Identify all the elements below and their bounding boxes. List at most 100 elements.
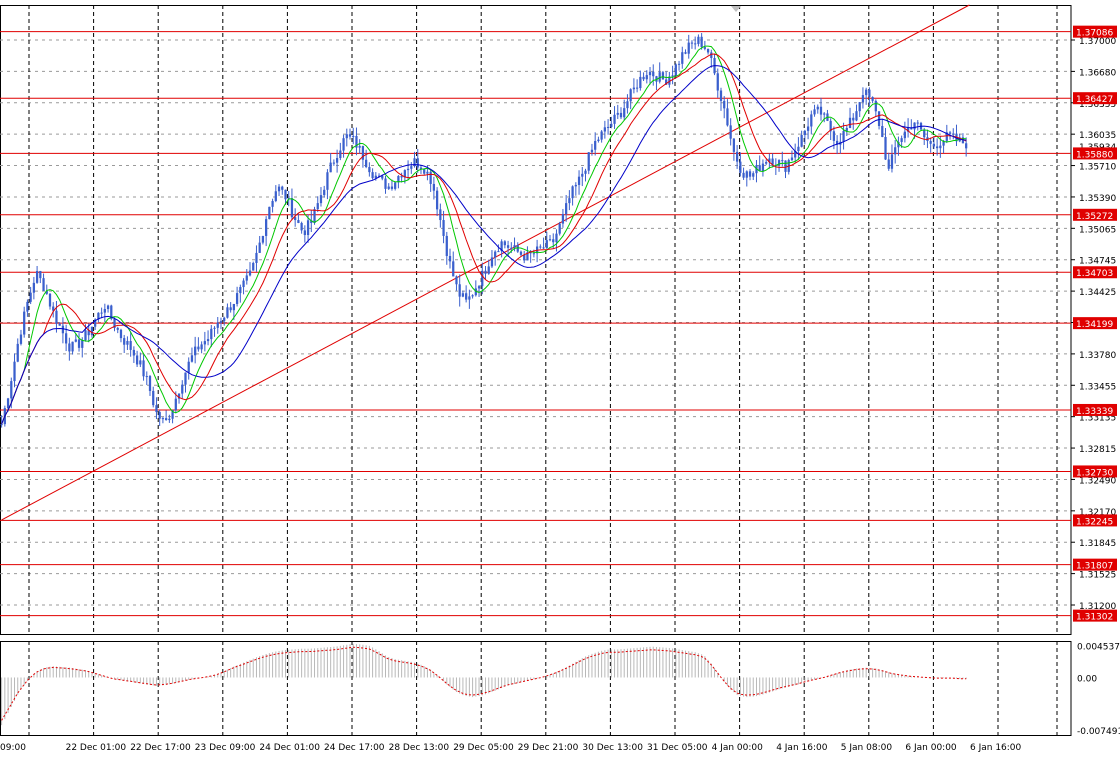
candle-body	[726, 108, 729, 126]
price-tick-label: 1.32490	[1079, 476, 1116, 486]
candle-body	[232, 303, 236, 311]
level-label: 1.31807	[1076, 562, 1113, 572]
price-tick-label: 1.35390	[1079, 194, 1116, 204]
level-label-box	[1073, 609, 1117, 622]
candle-body	[435, 190, 439, 210]
level-label: 1.34703	[1076, 269, 1113, 279]
candle-body	[752, 173, 755, 177]
candle-body	[323, 189, 326, 196]
candle-body	[513, 245, 516, 248]
candle-body	[929, 141, 932, 144]
candle-body	[381, 175, 384, 179]
candle-body	[368, 167, 371, 173]
candle-body	[497, 251, 500, 253]
candle-body	[797, 146, 800, 152]
candle-body	[468, 296, 471, 300]
candle-body	[294, 217, 297, 221]
candle-body	[94, 319, 97, 327]
level-label: 1.32245	[1076, 517, 1113, 527]
candle-body	[35, 270, 39, 283]
candle-body	[352, 135, 355, 137]
candle-body	[174, 398, 177, 411]
candle-body	[329, 162, 332, 173]
shift-marker-icon	[731, 6, 741, 12]
candle-body	[155, 405, 158, 413]
candle-body	[719, 90, 723, 101]
candle-body	[700, 36, 703, 48]
candle-body	[384, 178, 387, 189]
candle-body	[358, 146, 361, 148]
candle-body	[284, 189, 287, 200]
candle-body	[816, 106, 819, 110]
candles-layer	[0, 33, 968, 428]
candle-body	[545, 240, 548, 249]
price-tick-label: 1.36680	[1079, 68, 1116, 78]
candle-body	[635, 87, 639, 89]
candle-body	[571, 186, 574, 199]
candle-body	[116, 327, 119, 330]
candle-body	[300, 222, 303, 231]
candle-body	[58, 323, 61, 326]
candle-body	[645, 75, 648, 80]
candle-body	[390, 186, 394, 189]
price-tick-label: 1.33780	[1079, 351, 1116, 361]
candle-body	[519, 251, 523, 255]
level-label-box	[1073, 514, 1117, 527]
candle-body	[510, 247, 513, 249]
candle-body	[603, 127, 606, 132]
candle-body	[735, 151, 739, 162]
candle-body	[665, 79, 668, 85]
level-label-box	[1073, 403, 1117, 416]
candle-body	[684, 52, 687, 54]
candle-body	[106, 305, 110, 310]
candle-body	[481, 270, 484, 287]
level-label-box	[1073, 317, 1117, 330]
candle-body	[965, 143, 968, 149]
candle-body	[123, 338, 126, 345]
candle-body	[239, 287, 242, 294]
candle-body	[371, 172, 374, 179]
moving-averages-layer	[1, 45, 967, 425]
time-tick-label: 22 Dec 01:00	[66, 743, 127, 753]
candle-body	[716, 73, 719, 91]
candle-body	[655, 76, 658, 82]
candle-body	[758, 165, 761, 172]
candle-body	[587, 152, 590, 171]
candle-body	[781, 160, 784, 162]
price-tick-label: 1.35065	[1079, 225, 1116, 235]
candle-body	[223, 317, 226, 322]
candle-body	[194, 346, 197, 356]
price-tick-label: 1.34745	[1079, 257, 1116, 267]
candle-body	[129, 341, 132, 350]
candle-body	[894, 147, 897, 155]
time-tick-label: 23 Dec 09:00	[195, 743, 256, 753]
candle-body	[897, 141, 900, 148]
candle-body	[132, 349, 136, 356]
candle-body	[423, 169, 426, 174]
candle-body	[903, 131, 906, 139]
candle-body	[581, 173, 584, 177]
candle-body	[326, 172, 329, 190]
candle-body	[413, 158, 416, 167]
candle-body	[835, 140, 839, 145]
candle-body	[126, 341, 129, 345]
candle-body	[768, 158, 771, 163]
candle-body	[542, 247, 545, 249]
price-tick-label: 1.36355	[1079, 100, 1116, 110]
candle-body	[248, 270, 252, 276]
candle-body	[500, 241, 503, 252]
trendline-layer	[1, 4, 970, 521]
level-label-box	[1073, 92, 1117, 105]
candle-body	[590, 149, 594, 153]
candle-body	[242, 280, 245, 288]
candle-body	[942, 140, 945, 146]
candle-body	[616, 112, 619, 115]
time-tick-label: 29 Dec 21:00	[518, 743, 579, 753]
candle-body	[819, 106, 823, 115]
candle-body	[332, 162, 336, 164]
candle-body	[42, 278, 45, 291]
level-label-box	[1073, 465, 1117, 478]
candle-body	[148, 376, 152, 391]
candle-body	[410, 166, 413, 169]
candle-body	[539, 246, 542, 248]
